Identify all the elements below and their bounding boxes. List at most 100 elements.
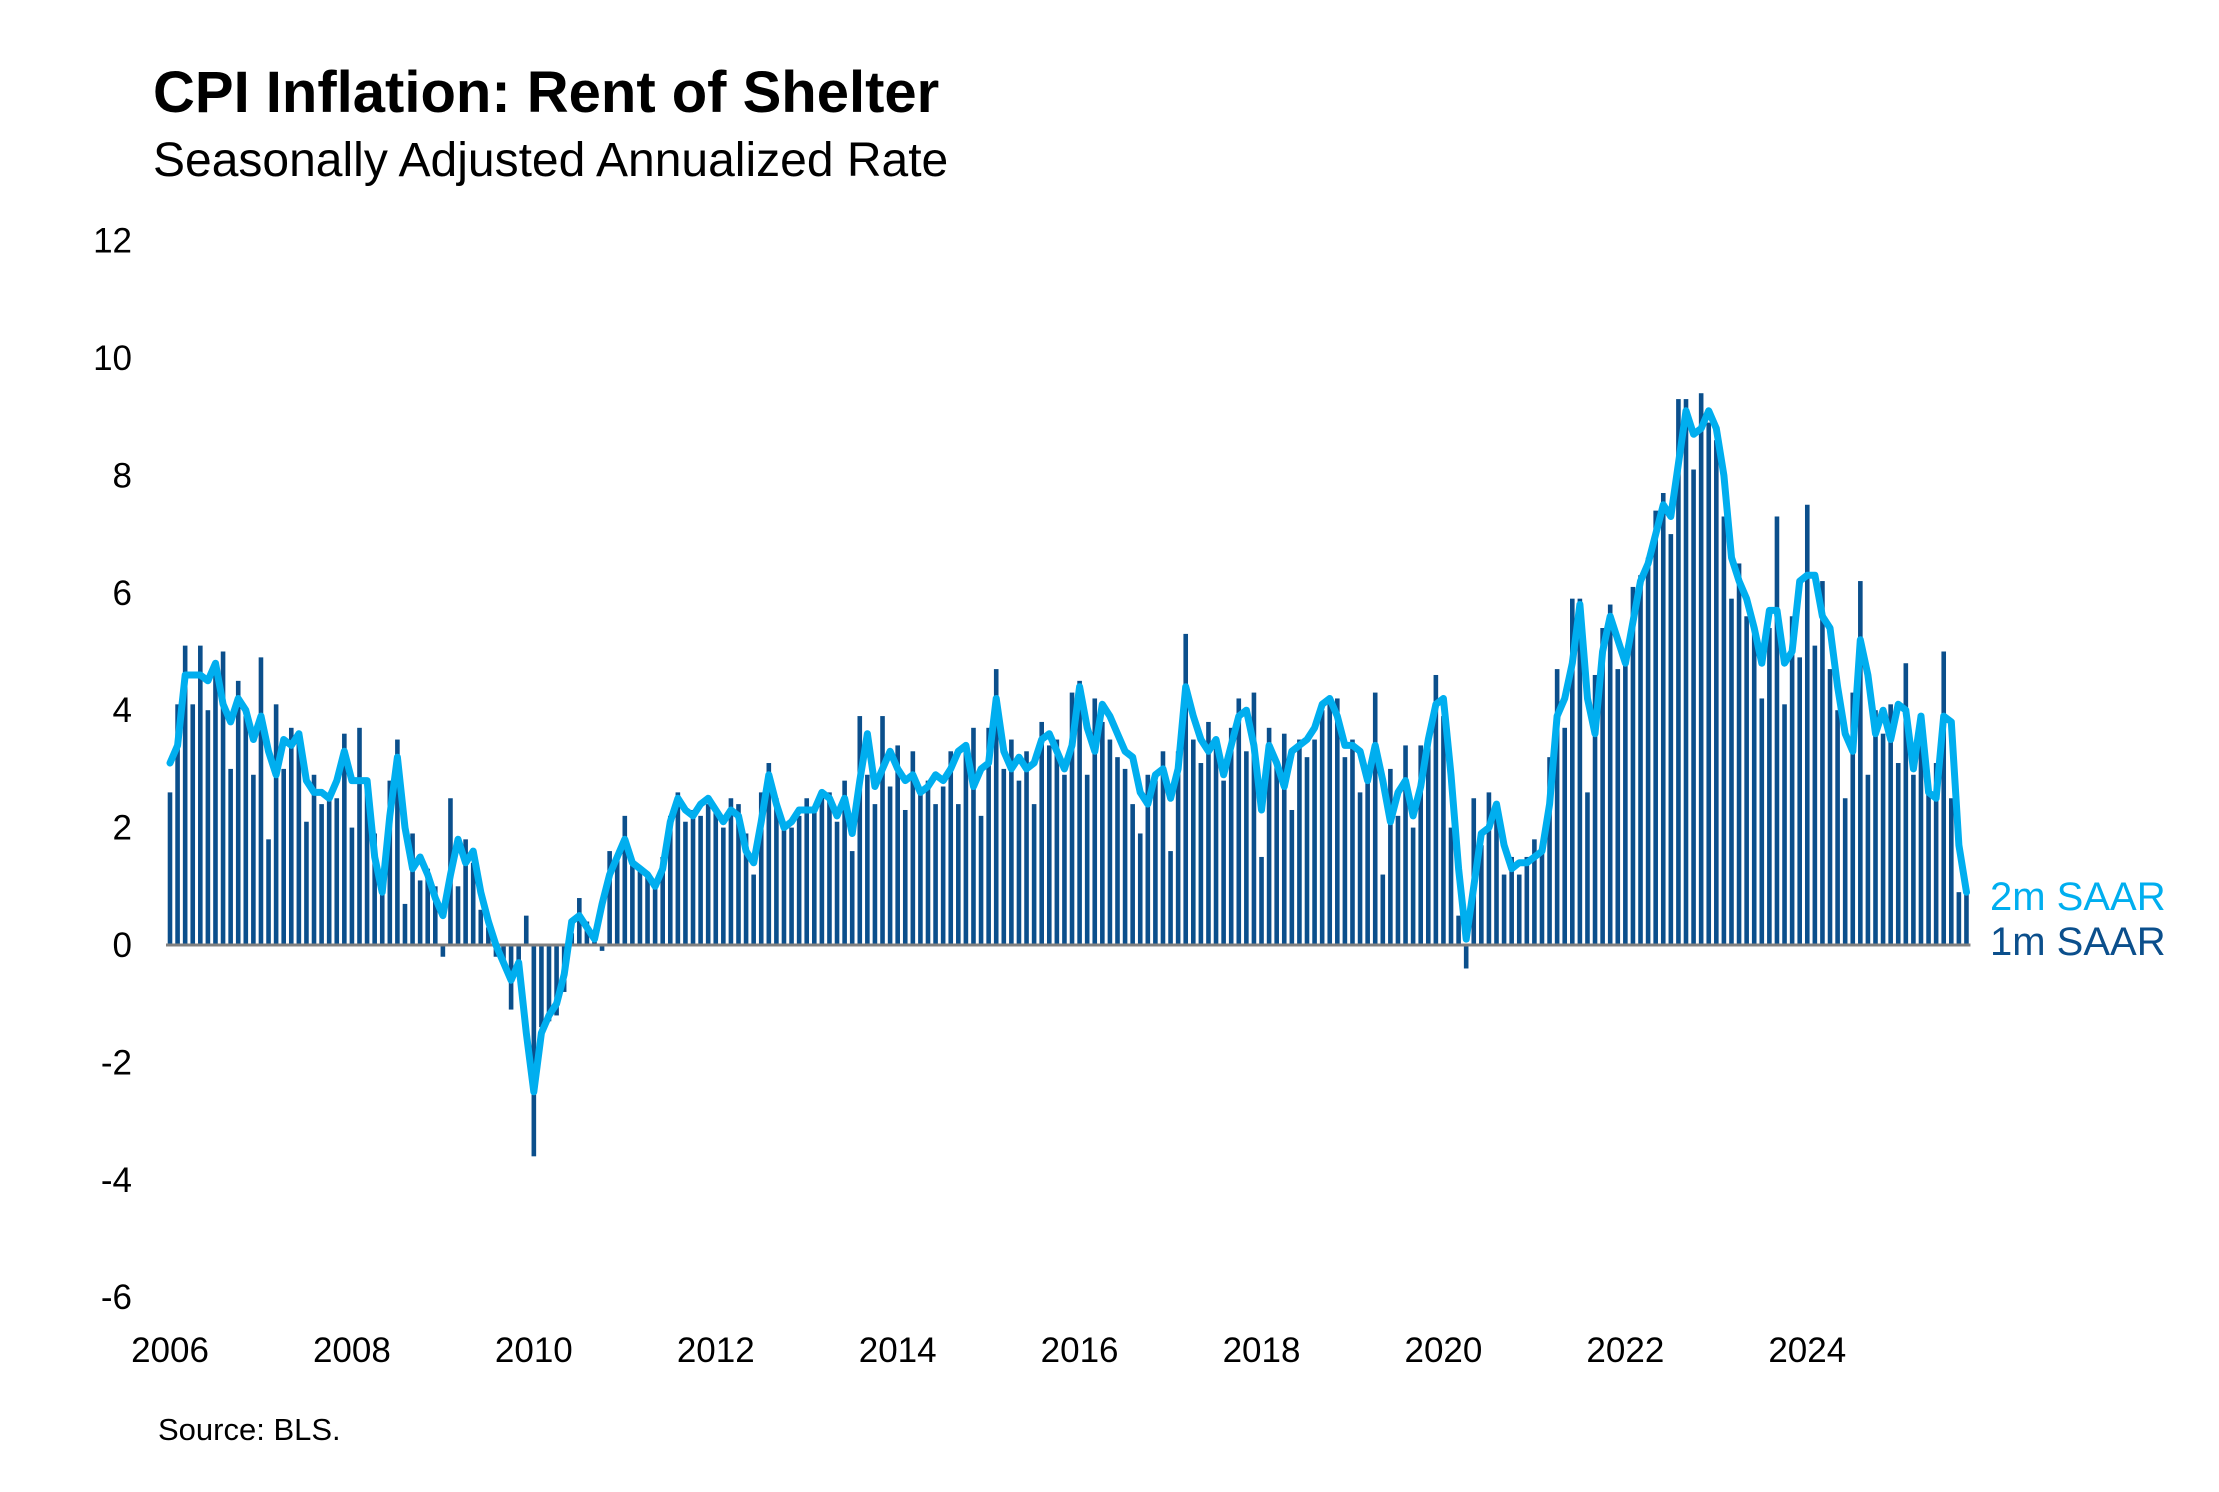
bar-1m-saar bbox=[1456, 915, 1461, 945]
bar-1m-saar bbox=[379, 892, 385, 945]
x-tick-label: 2010 bbox=[495, 1331, 573, 1370]
x-axis: 2006 2008 2010 2012 2014 2016 2018 2020 2022 2024 bbox=[131, 1331, 1846, 1370]
bar-1m-saar bbox=[766, 763, 772, 945]
bar-1m-saar bbox=[205, 710, 211, 945]
y-tick-label: 2 bbox=[113, 809, 132, 848]
source-note: Source: BLS. bbox=[158, 1412, 341, 1447]
bar-1m-saar bbox=[228, 768, 233, 945]
bar-1m-saar bbox=[273, 704, 279, 945]
bar-1m-saar bbox=[812, 809, 817, 945]
bar-1m-saar bbox=[1607, 604, 1613, 945]
bar-1m-saar bbox=[342, 733, 347, 945]
bar-1m-saar bbox=[690, 809, 696, 945]
bar-1m-saar bbox=[433, 886, 438, 945]
bar-1m-saar bbox=[1054, 739, 1060, 945]
bar-1m-saar bbox=[311, 774, 317, 945]
bar-1m-saar bbox=[1441, 716, 1446, 945]
bar-1m-saar bbox=[1425, 733, 1431, 945]
bar-1m-saar bbox=[372, 833, 377, 945]
bar-1m-saar bbox=[1365, 768, 1370, 945]
bar-1m-saar bbox=[1729, 598, 1734, 945]
bar-1m-saar bbox=[1964, 892, 1969, 945]
bar-1m-saar bbox=[1751, 633, 1757, 945]
bar-1m-saar bbox=[1911, 774, 1916, 945]
bar-1m-saar bbox=[637, 868, 643, 945]
bar-1m-saar bbox=[1850, 692, 1856, 945]
bar-1m-saar bbox=[721, 827, 726, 945]
bar-1m-saar bbox=[190, 704, 196, 945]
bar-1m-saar bbox=[1122, 768, 1128, 945]
bar-1m-saar bbox=[1410, 827, 1416, 945]
bar-1m-saar bbox=[789, 827, 794, 945]
bar-1m-saar bbox=[849, 851, 855, 945]
bar-1m-saar bbox=[1804, 504, 1810, 945]
y-tick-label: -6 bbox=[101, 1278, 132, 1317]
bar-1m-saar bbox=[971, 727, 976, 945]
bar-1m-saar bbox=[1918, 716, 1924, 945]
bar-1m-saar bbox=[683, 821, 688, 945]
bar-1m-saar bbox=[902, 809, 908, 945]
bar-1m-saar bbox=[1600, 628, 1605, 945]
bar-1m-saar bbox=[1509, 856, 1514, 945]
bar-1m-saar bbox=[1281, 733, 1287, 945]
bar-1m-saar bbox=[925, 780, 931, 945]
bar-1m-saar bbox=[622, 815, 628, 945]
bar-1m-saar bbox=[167, 792, 173, 945]
bar-1m-saar bbox=[1069, 692, 1075, 945]
chart-subtitle: Seasonally Adjusted Annualized Rate bbox=[153, 134, 948, 187]
bar-1m-saar bbox=[1183, 633, 1189, 945]
bar-1m-saar bbox=[1039, 721, 1044, 945]
x-tick-label: 2012 bbox=[677, 1331, 755, 1370]
bar-1m-saar bbox=[660, 856, 665, 945]
x-tick-label: 2020 bbox=[1405, 1331, 1483, 1370]
bar-1m-saar bbox=[872, 804, 878, 945]
bar-1m-saar bbox=[1767, 628, 1772, 945]
bar-1m-saar bbox=[1077, 680, 1082, 945]
bar-1m-saar bbox=[887, 786, 893, 945]
bar-1m-saar bbox=[1244, 751, 1249, 945]
bar-1m-saar bbox=[1683, 399, 1689, 946]
chart-title: CPI Inflation: Rent of Shelter bbox=[153, 60, 939, 125]
bar-1m-saar bbox=[1554, 669, 1560, 945]
bar-1m-saar bbox=[281, 768, 286, 945]
bar-1m-saar bbox=[948, 751, 954, 945]
bar-1m-saar bbox=[1736, 563, 1742, 945]
bar-1m-saar bbox=[1933, 763, 1939, 945]
y-tick-label: 12 bbox=[93, 222, 132, 261]
bar-1m-saar bbox=[933, 804, 938, 945]
bar-1m-saar bbox=[1706, 422, 1712, 945]
bar-1m-saar bbox=[918, 792, 923, 945]
bar-1m-saar bbox=[486, 927, 491, 945]
legend-1m-saar: 1m SAAR bbox=[1990, 920, 2166, 964]
bar-1m-saar bbox=[880, 716, 885, 945]
bar-1m-saar bbox=[213, 674, 218, 945]
bar-1m-saar bbox=[1145, 774, 1151, 945]
bar-1m-saar bbox=[1160, 751, 1166, 945]
bar-1m-saar bbox=[1236, 698, 1242, 945]
bar-1m-saar bbox=[1001, 768, 1007, 945]
bar-1m-saar bbox=[698, 815, 703, 945]
bar-1m-saar bbox=[1009, 739, 1014, 945]
bar-1m-saar bbox=[1335, 698, 1340, 945]
bar-1m-saar bbox=[1130, 804, 1135, 945]
bar-1m-saar bbox=[1789, 616, 1795, 945]
bar-1m-saar bbox=[607, 851, 612, 945]
bar-1m-saar bbox=[1327, 704, 1333, 945]
bar-1m-saar bbox=[743, 833, 749, 945]
bar-1m-saar bbox=[751, 874, 756, 945]
bar-1m-saar bbox=[736, 804, 741, 945]
bar-1m-saar bbox=[1107, 739, 1113, 945]
bar-1m-saar bbox=[251, 774, 256, 945]
bar-1m-saar bbox=[1433, 674, 1439, 945]
bar-1m-saar bbox=[819, 792, 825, 945]
bar-1m-saar bbox=[1213, 745, 1219, 945]
bar-1m-saar bbox=[895, 745, 900, 945]
bar-1m-saar bbox=[1827, 669, 1833, 945]
bar-1m-saar bbox=[1744, 616, 1749, 945]
bar-1m-saar bbox=[387, 780, 393, 945]
bar-1m-saar bbox=[1774, 516, 1780, 945]
bar-1m-saar bbox=[940, 786, 946, 945]
bar-1m-saar bbox=[1016, 780, 1022, 945]
bar-1m-saar bbox=[1532, 839, 1537, 945]
bar-1m-saar bbox=[645, 874, 650, 945]
